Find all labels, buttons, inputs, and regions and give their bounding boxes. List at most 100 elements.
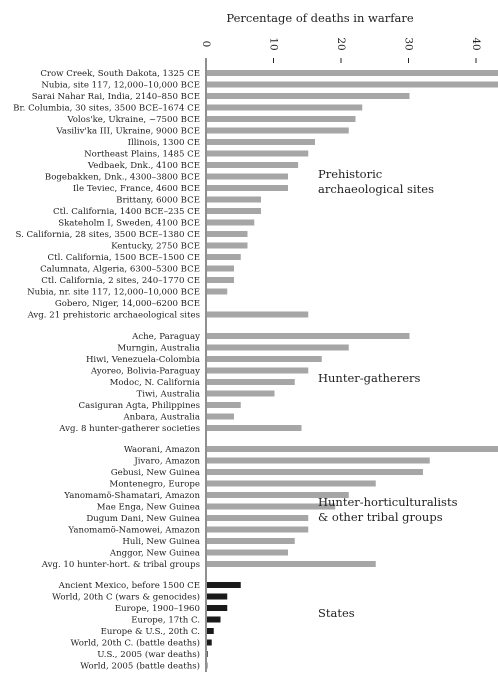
- bar: [207, 288, 228, 295]
- category-label: Murngin, Australia: [117, 344, 200, 354]
- category-label: Vasiliv'ka III, Ukraine, 9000 BCE: [55, 127, 200, 137]
- category-label: Yanomamö-Shamatari, Amazon: [63, 491, 200, 501]
- bar: [207, 104, 363, 111]
- bars: [207, 70, 498, 669]
- chart-title: Percentage of deaths in warfare: [226, 11, 413, 25]
- category-label: Tiwi, Australia: [136, 390, 200, 400]
- bar: [207, 277, 234, 283]
- category-label: S. California, 28 sites, 3500 BCE–1380 C…: [16, 230, 200, 240]
- category-label: Br. Columbia, 30 sites, 3500 BCE–1674 CE: [13, 104, 200, 114]
- category-label: Anggor, New Guinea: [109, 549, 200, 559]
- group-label: States: [318, 606, 355, 620]
- category-label: Modoc, N. California: [110, 378, 200, 388]
- bar: [207, 457, 430, 464]
- group-label: Hunter-horticulturalists: [318, 495, 458, 509]
- bar: [207, 196, 261, 203]
- category-label: Europe, 17th C.: [131, 616, 200, 626]
- bar: [207, 81, 498, 88]
- category-label: Avg. 10 hunter-hort. & tribal groups: [41, 560, 200, 570]
- category-label: Casiguran Agta, Philippines: [79, 401, 200, 411]
- category-labels: Crow Creek, South Dakota, 1325 CE Nubia, …: [13, 69, 200, 672]
- category-label: Brittany, 6000 BCE: [116, 196, 200, 206]
- category-label: Kentucky, 2750 BCE: [111, 242, 200, 252]
- bar: [207, 480, 376, 487]
- bar: [207, 549, 288, 556]
- bar: [207, 344, 349, 351]
- bar: [207, 605, 228, 611]
- category-label: Volos'ke, Ukraine, ~7500 BCE: [66, 115, 200, 125]
- group-label: Prehistoric: [318, 167, 382, 181]
- category-label: Ayoreo, Bolivia-Paraguay: [90, 367, 200, 377]
- category-label: Gobero, Niger, 14,000–6200 BCE: [55, 299, 200, 309]
- category-label: Dugum Dani, New Guinea: [86, 514, 200, 524]
- bar: [207, 503, 336, 510]
- category-label: Crow Creek, South Dakota, 1325 CE: [40, 69, 200, 79]
- group-label: & other tribal groups: [318, 510, 443, 524]
- bar: [207, 311, 309, 318]
- bar: [207, 356, 322, 362]
- category-label: Northeast Plains, 1485 CE: [84, 150, 200, 160]
- bar: [207, 254, 241, 260]
- category-label: U.S., 2005 (war deaths): [97, 649, 200, 660]
- category-label: Bogebakken, Dnk., 4300–3800 BCE: [45, 173, 200, 183]
- category-label: Mae Enga, New Guinea: [97, 503, 200, 513]
- bar: [207, 219, 255, 226]
- bar: [207, 116, 356, 122]
- category-label: Ache, Paraguay: [131, 332, 200, 342]
- category-label: World, 20th C. (battle deaths): [70, 638, 200, 649]
- bar: [207, 515, 309, 521]
- category-label: Ctl. California, 2 sites, 240–1770 CE: [41, 276, 200, 286]
- bar: [207, 582, 241, 588]
- category-label: Nubia, nr. site 117, 12,000–10,000 BCE: [27, 288, 200, 298]
- bar: [207, 526, 309, 533]
- x-tick-label: 30: [403, 37, 415, 50]
- x-tick-label: 40: [470, 37, 482, 50]
- bar: [207, 402, 241, 408]
- bar: [207, 538, 295, 544]
- category-label: Ctl. California, 1500 BCE–1500 CE: [48, 253, 200, 263]
- bar: [207, 173, 288, 180]
- category-label: Avg. 8 hunter-gatherer societies: [58, 424, 200, 434]
- category-label: Ancient Mexico, before 1500 CE: [58, 581, 200, 591]
- bar: [207, 139, 315, 145]
- category-label: Illinois, 1300 CE: [128, 138, 200, 148]
- category-label: Europe, 1900–1960: [115, 604, 200, 614]
- bar: [207, 593, 228, 600]
- category-label: Sarai Nahar Rai, India, 2140–850 BCE: [32, 92, 200, 102]
- category-label: Waorani, Amazon: [124, 445, 201, 455]
- bar: [207, 208, 261, 214]
- category-label: Gebusi, New Guinea: [111, 468, 200, 478]
- bar: [207, 413, 234, 420]
- bar: [207, 469, 423, 475]
- bar: [207, 390, 275, 397]
- group-label: archaeological sites: [318, 182, 434, 196]
- category-label: Avg. 21 prehistoric archaeological sites: [27, 311, 200, 321]
- bar: [207, 265, 234, 272]
- bar: [207, 231, 248, 237]
- bar: [207, 379, 295, 385]
- bar: [207, 651, 208, 657]
- bar: [207, 367, 309, 374]
- category-label: Montenegro, Europe: [109, 480, 200, 490]
- x-tick-label: 10: [268, 37, 280, 50]
- bar: [207, 628, 214, 634]
- x-tick-label: 20: [335, 37, 347, 50]
- category-label: Hiwi, Venezuela-Colombia: [86, 355, 200, 365]
- group-label: Hunter-gatherers: [318, 371, 421, 385]
- category-label: Vedbaek, Dnk., 4100 BCE: [87, 161, 200, 171]
- bar: [207, 616, 221, 623]
- bar: [207, 242, 248, 249]
- category-label: Jivaro, Amazon: [133, 457, 200, 467]
- bar: [207, 333, 410, 339]
- bar: [207, 127, 349, 134]
- category-label: Europe & U.S., 20th C.: [101, 627, 200, 637]
- bar: [207, 561, 376, 567]
- bar: [207, 93, 410, 99]
- bar: [207, 185, 288, 191]
- bar: [207, 425, 302, 431]
- category-label: Ctl. California, 1400 BCE–235 CE: [53, 207, 200, 217]
- bar: [207, 492, 349, 498]
- x-tick-label: 0: [200, 41, 212, 48]
